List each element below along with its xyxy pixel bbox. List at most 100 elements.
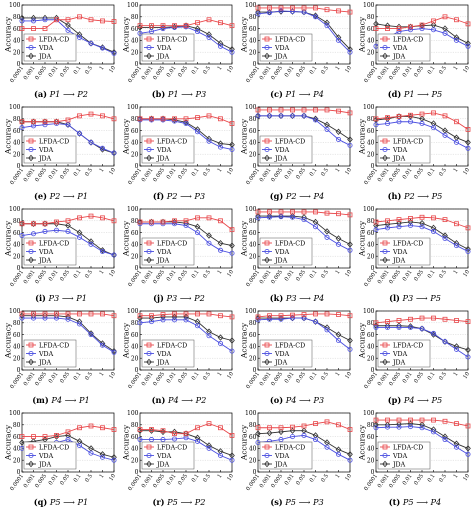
data-point-jda: [255, 314, 261, 322]
x-tick-label: 0.1: [191, 371, 201, 381]
legend-label: VDA: [156, 147, 172, 154]
caption-tag: (p): [387, 395, 402, 405]
subplot-t: 100 80 60 40 20 0 Accuracy 0.0001 0.001 0.005 0.01…: [356, 408, 474, 510]
data-point-lfda-cd: [160, 312, 166, 317]
legend-marker-lfda-cd: [264, 138, 270, 144]
series-line-vda: [21, 123, 115, 154]
x-tick-label: 0.0001: [127, 269, 143, 288]
subplot-caption: (d) P1 ⟶ P5: [356, 89, 474, 99]
series-line-lfda-cd: [140, 313, 233, 318]
x-tick-label: 0.01: [284, 269, 296, 282]
data-point-jda: [217, 334, 224, 341]
data-point-lfda-cd: [408, 316, 413, 322]
data-point-lfda-cd: [313, 311, 318, 317]
x-tick-label: 0.005: [388, 269, 402, 286]
data-point-lfda-cd: [373, 219, 379, 225]
data-point-vda: [465, 145, 471, 151]
subplot-s: 100 80 60 40 20 0 Accuracy 0.0001 0.001 0.005 0.01…: [238, 408, 356, 510]
y-tick-label: 100: [127, 104, 139, 111]
legend-label: LFDA-CD: [39, 138, 69, 145]
data-point-vda: [278, 8, 284, 14]
data-point-jda: [183, 22, 189, 29]
x-tick-label: 1: [99, 473, 106, 479]
data-point-lfda-cd: [336, 422, 341, 428]
x-tick-label: 10: [344, 473, 353, 483]
legend-marker-vda: [146, 351, 152, 357]
data-point-lfda-cd: [54, 17, 59, 23]
data-point-lfda-cd: [419, 417, 425, 423]
data-point-lfda-cd: [137, 219, 143, 225]
data-point-jda: [217, 140, 224, 147]
x-tick-label: 1: [99, 371, 106, 377]
subplot-caption: (g) P2 ⟶ P4: [238, 191, 356, 201]
data-point-jda: [160, 218, 166, 226]
subplot-caption: (j) P3 ⟶ P2: [120, 293, 238, 303]
x-tick-label: 0.1: [427, 473, 437, 483]
data-point-lfda-cd: [373, 26, 379, 32]
y-tick-label: 60: [131, 434, 139, 441]
y-tick-label: 80: [131, 320, 139, 327]
y-tick-label: 80: [131, 116, 139, 123]
data-point-vda: [172, 436, 178, 442]
data-point-lfda-cd: [336, 312, 341, 317]
x-tick-label: 0.005: [270, 269, 284, 286]
y-tick-label: 60: [249, 434, 257, 441]
data-point-jda: [301, 112, 307, 120]
y-axis-label: Accuracy: [358, 118, 367, 155]
data-point-vda: [65, 316, 71, 322]
data-point-lfda-cd: [195, 425, 200, 431]
data-point-lfda-cd: [183, 218, 189, 224]
data-point-lfda-cd: [373, 417, 379, 423]
x-tick-label: 0.5: [320, 371, 330, 382]
data-point-lfda-cd: [65, 117, 71, 123]
series-line-vda: [22, 317, 115, 353]
data-point-lfda-cd: [19, 221, 25, 227]
data-point-lfda-cd: [65, 218, 71, 224]
caption-pair: P2 ⟶ P4: [283, 191, 325, 201]
x-tick-label: 10: [344, 65, 353, 75]
data-point-lfda-cd: [149, 313, 154, 319]
y-tick-label: 20: [131, 355, 139, 362]
data-point-lfda-cd: [218, 20, 223, 26]
series-line-lfda-cd: [22, 425, 115, 438]
data-point-lfda-cd: [278, 313, 284, 319]
legend-marker-jda: [146, 460, 152, 468]
subplot-caption: (b) P1 ⟶ P3: [120, 89, 238, 99]
data-point-lfda-cd: [195, 311, 200, 317]
caption-tag: (c): [270, 89, 283, 99]
y-tick-label: 100: [9, 104, 21, 111]
y-tick-label: 0: [253, 163, 257, 170]
series-line-jda: [257, 430, 351, 455]
legend-label: LFDA-CD: [275, 36, 305, 43]
x-tick-label: 1: [99, 167, 106, 173]
y-tick-label: 60: [131, 332, 139, 339]
subplot-l: 100 80 60 40 20 0 Accuracy 0.0001 0.001 0.005 0.01…: [356, 204, 474, 306]
y-tick-label: 100: [127, 308, 139, 315]
data-point-vda: [137, 437, 143, 443]
y-tick-label: 0: [17, 265, 21, 272]
data-point-jda: [19, 118, 25, 125]
legend-label: LFDA-CD: [157, 138, 187, 145]
legend-label: JDA: [392, 155, 406, 162]
data-point-lfda-cd: [431, 315, 436, 321]
caption-pair: P1 ⟶ P5: [401, 89, 443, 99]
data-point-lfda-cd: [218, 116, 223, 122]
data-point-lfda-cd: [77, 425, 82, 431]
caption-pair: P5 ⟶ P2: [164, 497, 206, 507]
x-tick-label: 1: [335, 269, 342, 275]
data-point-lfda-cd: [160, 23, 166, 29]
subplot-o: 100 80 60 40 20 0 Accuracy 0.0001 0.001 0.005 0.01…: [238, 306, 356, 408]
legend-label: JDA: [274, 53, 288, 60]
x-tick-label: 0.0001: [245, 167, 261, 186]
x-tick-label: 0.005: [34, 269, 48, 286]
legend-marker-vda: [264, 351, 270, 357]
x-tick-label: 0.1: [309, 167, 319, 177]
y-tick-label: 100: [245, 2, 257, 9]
y-tick-label: 60: [13, 26, 21, 33]
data-point-lfda-cd: [431, 215, 436, 221]
legend-marker-vda: [28, 45, 34, 51]
y-tick-label: 40: [249, 344, 257, 351]
legend-label: VDA: [274, 351, 290, 358]
x-tick-label: 0.005: [270, 371, 284, 388]
